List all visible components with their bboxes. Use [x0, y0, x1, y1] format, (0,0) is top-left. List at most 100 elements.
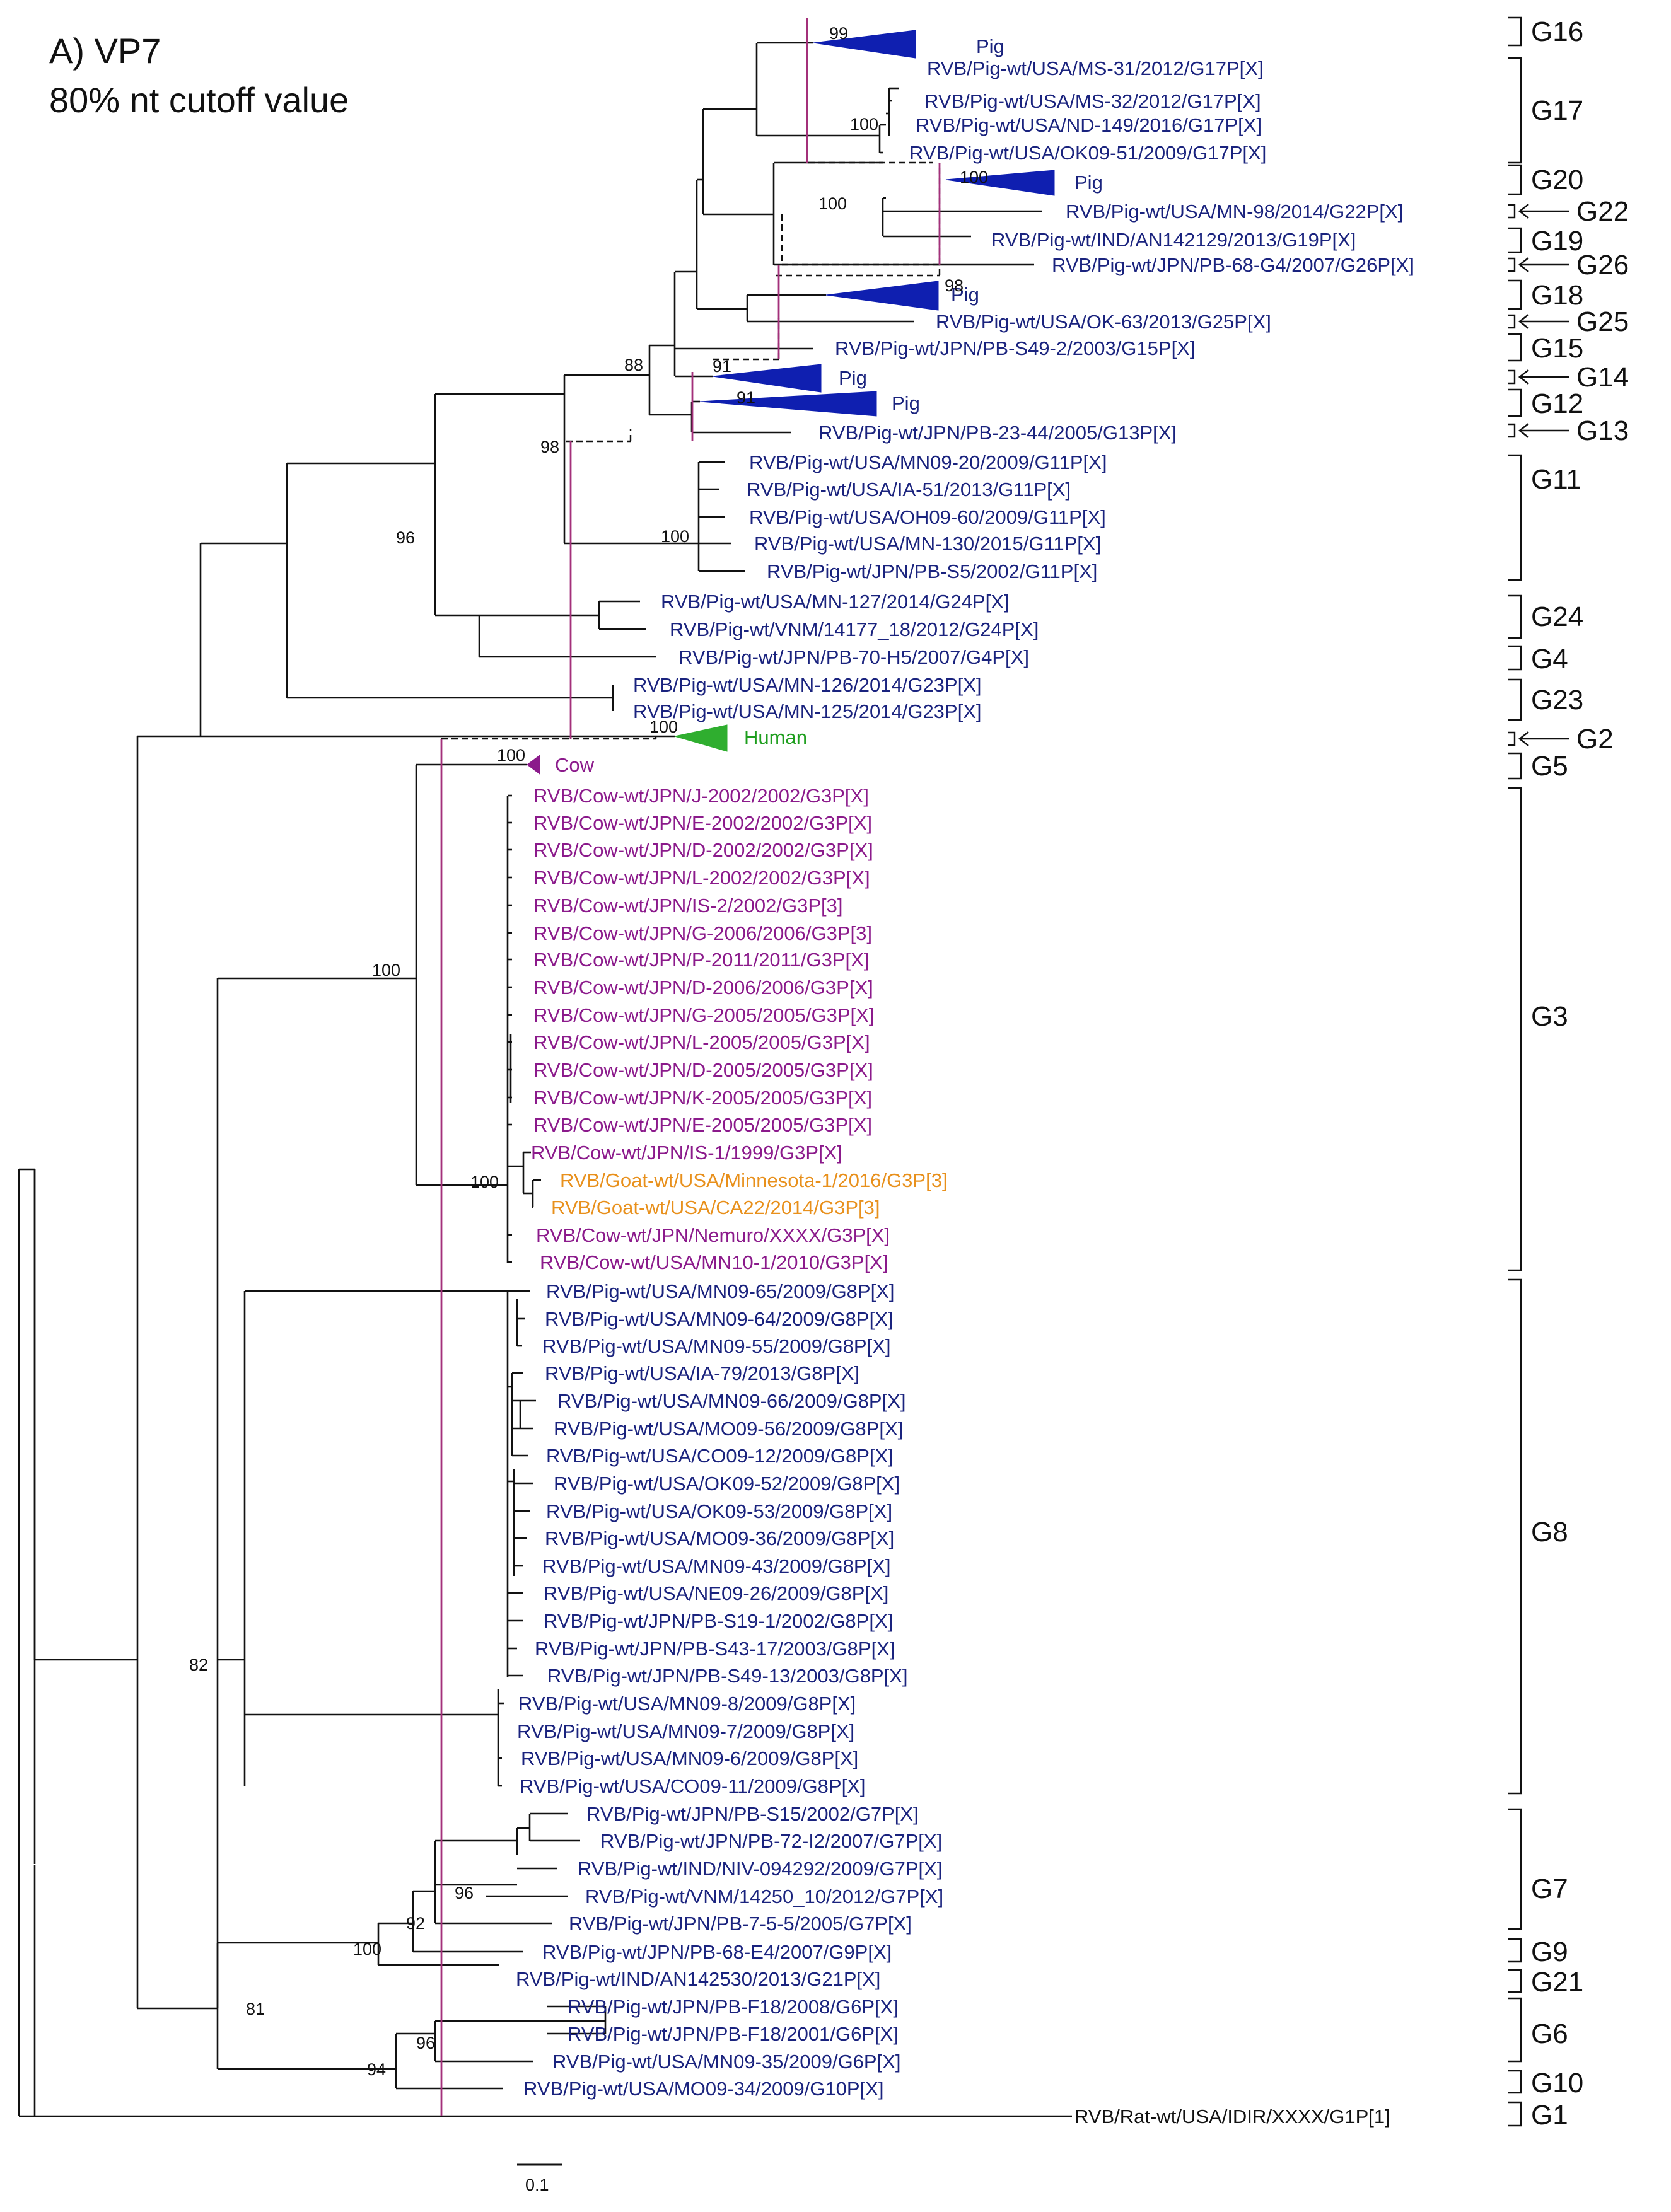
genotype-label: G14: [1576, 362, 1629, 393]
collapsed-clade-label: Pig: [1074, 171, 1103, 194]
tip-label: RVB/Pig-wt/USA/CO09-12/2009/G8P[X]: [546, 1445, 894, 1467]
genotype-label: G6: [1531, 2018, 1568, 2049]
tip-label: RVB/Pig-wt/JPN/PB-72-I2/2007/G7P[X]: [600, 1830, 942, 1852]
genotype-bracket: [1508, 1938, 1522, 1963]
genotype-label: G2: [1576, 724, 1614, 755]
bootstrap-value: 98: [945, 276, 964, 295]
scale-bar-label: 0.1: [525, 2175, 549, 2194]
tip-label: RVB/Pig-wt/JPN/PB-F18/2008/G6P[X]: [568, 1996, 899, 2018]
tip-label: RVB/Cow-wt/JPN/D-2006/2006/G3P[X]: [533, 976, 873, 999]
genotype-bracket: [1508, 2070, 1522, 2094]
tip-label: RVB/Pig-wt/USA/MN-127/2014/G24P[X]: [661, 591, 1010, 613]
genotype-label: G22: [1576, 196, 1629, 227]
tip-label: RVB/Pig-wt/USA/OK-63/2013/G25P[X]: [936, 311, 1271, 333]
tip-label: RVB/Pig-wt/IND/AN142530/2013/G21P[X]: [516, 1968, 880, 1990]
tip-label: RVB/Cow-wt/JPN/L-2002/2002/G3P[X]: [533, 867, 870, 889]
panel-title: A) VP7: [49, 31, 161, 71]
cutoff-lines: [440, 18, 941, 2116]
tip-label: RVB/Pig-wt/JPN/PB-S49-2/2003/G15P[X]: [835, 337, 1195, 359]
bootstrap-value: 88: [624, 356, 643, 374]
genotype-label: G18: [1531, 280, 1583, 311]
bootstrap-value: 91: [737, 388, 755, 407]
genotype-bracket: [1508, 1808, 1522, 1930]
genotype-label: G9: [1531, 1937, 1568, 1967]
genotype-label: G4: [1531, 644, 1568, 675]
genotype-label: G21: [1531, 1967, 1583, 1998]
tip-label: RVB/Pig-wt/JPN/PB-S19-1/2002/G8P[X]: [544, 1610, 893, 1632]
tip-label: RVB/Pig-wt/JPN/PB-S5/2002/G11P[X]: [767, 560, 1097, 582]
tip-label: RVB/Pig-wt/JPN/PB-68-E4/2007/G9P[X]: [542, 1941, 892, 1963]
tip-label: RVB/Goat-wt/USA/CA22/2014/G3P[3]: [551, 1196, 880, 1219]
tip-label: RVB/Pig-wt/USA/MO09-56/2009/G8P[X]: [554, 1418, 903, 1440]
collapsed-clades: Pig Pig Pig Pig Pig Human Cow: [527, 30, 1103, 776]
bootstrap-value: 91: [713, 357, 731, 376]
genotype-label: G17: [1531, 95, 1583, 126]
genotype-tick: [1508, 423, 1516, 438]
arrow-head: [1518, 369, 1529, 385]
genotype-label: G8: [1531, 1517, 1568, 1548]
cutoff-subtitle: 80% nt cutoff value: [49, 80, 349, 120]
tip-label: RVB/Pig-wt/JPN/PB-S49-13/2003/G8P[X]: [547, 1665, 907, 1687]
genotype-label: G10: [1531, 2068, 1583, 2099]
tip-label: RVB/Cow-wt/JPN/Nemuro/XXXX/G3P[X]: [536, 1224, 890, 1246]
bootstrap-value: 99: [829, 24, 848, 43]
tip-label: RVB/Pig-wt/IND/NIV-094292/2009/G7P[X]: [578, 1858, 942, 1880]
bootstrap-values: 99 100 100 100 98 91 91 88 98 100 96 100 100 100 100 82…: [189, 24, 988, 2079]
genotype-label: G12: [1531, 388, 1583, 419]
arrow-head: [1518, 731, 1529, 747]
bootstrap-value: 96: [416, 2034, 435, 2053]
collapsed-clade-label: Pig: [951, 284, 979, 306]
genotype-bracket: [1508, 2101, 1522, 2127]
genotype-bracket: [1508, 454, 1522, 581]
tip-label: RVB/Pig-wt/JPN/PB-70-H5/2007/G4P[X]: [678, 646, 1029, 668]
tip-label: RVB/Pig-wt/JPN/PB-S43-17/2003/G8P[X]: [535, 1638, 895, 1660]
tip-label: RVB/Pig-wt/JPN/PB-7-5-5/2005/G7P[X]: [569, 1913, 912, 1935]
tip-label: RVB/Pig-wt/USA/MN-125/2014/G23P[X]: [633, 700, 982, 722]
bootstrap-value: 96: [455, 1884, 474, 1902]
collapsed-clade-label: Cow: [555, 754, 595, 776]
genotype-bracket: [1508, 1997, 1522, 2063]
tip-label: RVB/Pig-wt/USA/MS-31/2012/G17P[X]: [927, 57, 1264, 79]
bootstrap-value: 100: [470, 1173, 499, 1191]
tip-label: RVB/Pig-wt/VNM/14250_10/2012/G7P[X]: [585, 1885, 943, 1908]
tip-label: RVB/Cow-wt/JPN/G-2006/2006/G3P[3]: [533, 922, 872, 944]
tip-label: RVB/Cow-wt/JPN/G-2005/2005/G3P[X]: [533, 1004, 874, 1026]
tip-label: RVB/Pig-wt/USA/MN-130/2015/G11P[X]: [754, 533, 1101, 555]
collapsed-clade-label: Human: [744, 726, 807, 748]
bootstrap-value: 100: [649, 717, 678, 736]
collapsed-clade-label: Pig: [839, 367, 867, 389]
tip-label: RVB/Pig-wt/USA/MN-126/2014/G23P[X]: [633, 674, 982, 696]
arrow-head: [1518, 203, 1529, 219]
tip-label: RVB/Pig-wt/USA/MN09-20/2009/G11P[X]: [749, 451, 1107, 473]
genotype-label: G5: [1531, 751, 1568, 782]
tip-label: RVB/Pig-wt/USA/OK09-51/2009/G17P[X]: [909, 142, 1266, 164]
tip-label: RVB/Pig-wt/USA/IA-79/2013/G8P[X]: [545, 1362, 859, 1384]
tip-label: RVB/Pig-wt/USA/MN09-7/2009/G8P[X]: [517, 1720, 854, 1742]
tip-labels: RVB/Pig-wt/USA/MS-31/2012/G17P[X] RVB/Pig…: [516, 57, 1414, 2128]
genotype-tick: [1508, 204, 1516, 219]
bootstrap-value: 100: [850, 115, 878, 134]
genotype-label: G1: [1531, 2100, 1568, 2131]
genotype-label: G23: [1531, 685, 1583, 715]
genotype-bracket: [1508, 645, 1522, 671]
tip-label: RVB/Pig-wt/USA/MO09-36/2009/G8P[X]: [545, 1527, 894, 1549]
genotype-bracket: [1508, 164, 1522, 195]
genotype-bracket: [1508, 1969, 1522, 1993]
collapsed-clade-triangle: [945, 170, 1055, 196]
tip-label: RVB/Cow-wt/JPN/P-2011/2011/G3P[X]: [533, 949, 869, 971]
bootstrap-value: 98: [540, 437, 559, 456]
tip-label: RVB/Cow-wt/USA/MN10-1/2010/G3P[X]: [540, 1251, 888, 1273]
tip-label: RVB/Pig-wt/USA/MN09-6/2009/G8P[X]: [521, 1747, 858, 1769]
tip-label: RVB/Goat-wt/USA/Minnesota-1/2016/G3P[3]: [560, 1169, 948, 1191]
arrow-head: [1518, 422, 1529, 439]
tip-label: RVB/Pig-wt/VNM/14177_18/2012/G24P[X]: [670, 618, 1039, 640]
tip-label: RVB/Pig-wt/JPN/PB-68-G4/2007/G26P[X]: [1052, 254, 1414, 276]
tip-label: RVB/Pig-wt/JPN/PB-F18/2001/G6P[X]: [568, 2023, 899, 2045]
genotype-bracket: [1508, 57, 1522, 164]
collapsed-clade-triangle: [813, 30, 916, 59]
tip-label: RVB/Pig-wt/USA/MS-32/2012/G17P[X]: [924, 90, 1261, 112]
tip-label: RVB/Pig-wt/USA/MN09-43/2009/G8P[X]: [542, 1555, 891, 1577]
genotype-bracket: [1508, 1278, 1522, 1795]
